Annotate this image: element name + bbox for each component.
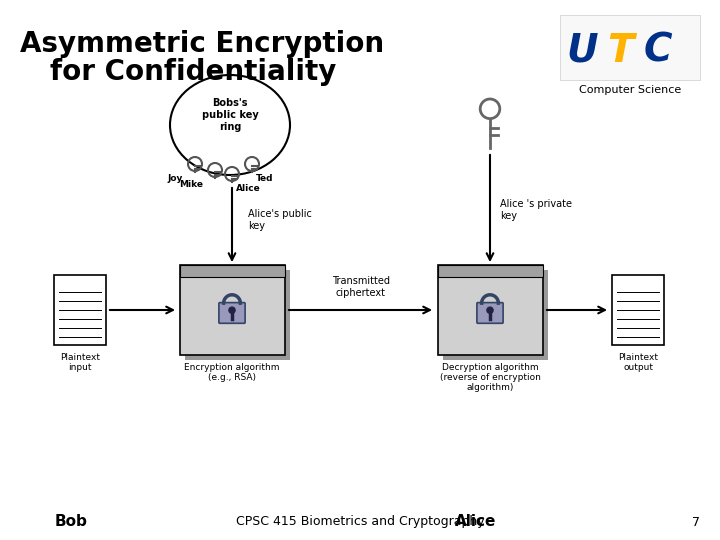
Text: output: output: [623, 363, 653, 372]
FancyBboxPatch shape: [219, 302, 245, 323]
FancyBboxPatch shape: [438, 265, 542, 277]
Text: Decryption algorithm: Decryption algorithm: [441, 363, 539, 372]
Text: Asymmetric Encryption: Asymmetric Encryption: [20, 30, 384, 58]
Text: (e.g., RSA): (e.g., RSA): [208, 373, 256, 382]
FancyBboxPatch shape: [612, 275, 664, 345]
Text: Alice: Alice: [455, 515, 496, 530]
FancyBboxPatch shape: [438, 265, 542, 355]
Text: Alice 's private
key: Alice 's private key: [500, 199, 572, 221]
Text: T: T: [607, 32, 634, 70]
Text: Bob: Bob: [55, 515, 88, 530]
Text: (reverse of encryption: (reverse of encryption: [440, 373, 541, 382]
FancyBboxPatch shape: [54, 275, 106, 345]
FancyBboxPatch shape: [560, 15, 700, 80]
Text: for Confidentiality: for Confidentiality: [50, 58, 336, 86]
Text: 7: 7: [692, 516, 700, 529]
FancyBboxPatch shape: [179, 265, 284, 277]
Text: U: U: [566, 32, 598, 70]
FancyBboxPatch shape: [184, 270, 289, 360]
Text: Mike: Mike: [179, 180, 203, 189]
FancyBboxPatch shape: [179, 265, 284, 355]
Text: Plaintext: Plaintext: [618, 353, 658, 362]
Circle shape: [229, 307, 235, 313]
Text: Alice: Alice: [236, 184, 261, 193]
Text: C: C: [644, 32, 672, 70]
Text: input: input: [68, 363, 91, 372]
Text: Ted: Ted: [256, 174, 274, 183]
Text: CPSC 415 Biometrics and Cryptography: CPSC 415 Biometrics and Cryptography: [235, 516, 485, 529]
Text: Transmitted
ciphertext: Transmitted ciphertext: [332, 276, 390, 298]
FancyBboxPatch shape: [477, 302, 503, 323]
Text: Encryption algorithm: Encryption algorithm: [184, 363, 280, 372]
Text: algorithm): algorithm): [467, 383, 513, 392]
Circle shape: [487, 307, 493, 313]
Text: Joy: Joy: [168, 174, 183, 183]
Text: Alice's public
key: Alice's public key: [248, 209, 312, 231]
Text: Plaintext: Plaintext: [60, 353, 100, 362]
FancyBboxPatch shape: [443, 270, 547, 360]
Text: Bobs's
public key
ring: Bobs's public key ring: [202, 98, 258, 132]
Text: Computer Science: Computer Science: [579, 85, 681, 95]
